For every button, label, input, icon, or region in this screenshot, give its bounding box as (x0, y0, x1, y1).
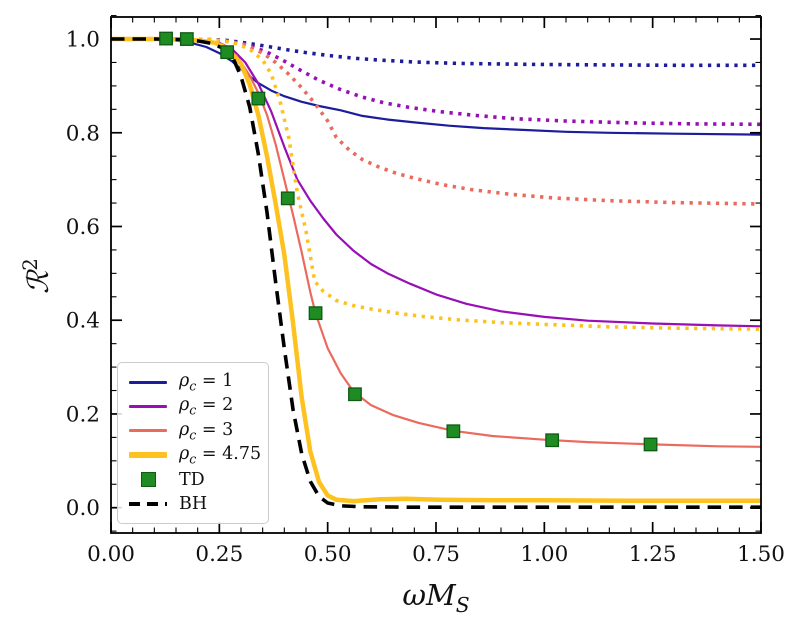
td-marker (545, 433, 560, 448)
x-tick-label: 1.25 (629, 542, 677, 567)
legend-swatch (127, 452, 169, 459)
line-swatch-icon (129, 380, 167, 384)
legend-item-rho-c3: ρc = 3 (127, 419, 259, 443)
legend-label: ρc = 1 (179, 370, 234, 394)
line-swatch-icon (129, 404, 167, 408)
x-tick-label: 0.50 (304, 542, 352, 567)
curve-rho_c_475_solid (111, 36, 761, 504)
legend-item-rho-c4.75: ρc = 4.75 (127, 443, 262, 467)
tick-labels: 0.00 0.25 0.50 0.75 1.00 1.25 1.50 0.0 0.2 0.4 0.6… (66, 28, 785, 567)
legend-swatch (127, 501, 169, 506)
square-swatch-icon (140, 472, 156, 488)
legend-label: BH (179, 493, 208, 514)
script-r-symbol: ℛ (20, 270, 55, 294)
td-marker (159, 31, 173, 46)
squared-superscript: 2 (19, 258, 43, 271)
dash-swatch-icon (129, 501, 167, 506)
legend-label: ρc = 4.75 (179, 443, 262, 467)
x-tick-label: 0.00 (87, 542, 135, 567)
x-axis-label: ωMS (402, 578, 469, 617)
td-marker (179, 32, 194, 46)
y-tick-label: 0.4 (66, 309, 100, 334)
y-tick-label: 0.6 (66, 215, 100, 240)
x-tick-label: 1.50 (737, 542, 785, 567)
line-swatch-icon (129, 429, 167, 433)
curve-rho_c_3_dotted (111, 37, 762, 206)
y-tick-label: 1.0 (66, 28, 100, 53)
legend-item-td: TD (127, 468, 259, 492)
y-tick-label: 0.0 (66, 496, 100, 521)
legend-swatch (127, 429, 169, 433)
td-marker (446, 424, 461, 439)
x-tick-label: 1.00 (520, 542, 568, 567)
legend-label: TD (179, 469, 205, 490)
td-marker (220, 45, 235, 60)
legend-swatch (127, 380, 169, 384)
curve-rho_c_1_solid (111, 37, 762, 136)
td-marker (643, 437, 658, 452)
y-tick-label: 0.2 (66, 402, 100, 427)
td-marker (251, 91, 266, 106)
line-swatch-icon (129, 452, 167, 459)
legend: ρc = 1 ρc = 2 ρc = 3 ρc = 4.75 TD BH (117, 362, 269, 524)
scatter-TD (159, 31, 658, 452)
legend-swatch (127, 404, 169, 408)
td-marker (348, 387, 362, 402)
y-tick-label: 0.8 (66, 121, 100, 146)
legend-item-rho-c1: ρc = 1 (127, 370, 259, 394)
mass-subscript: S (455, 592, 470, 617)
legend-label: ρc = 2 (179, 395, 234, 418)
x-tick-label: 0.75 (412, 542, 460, 567)
mass-symbol: M (426, 578, 456, 612)
td-marker (308, 306, 323, 321)
plot-spines (110, 16, 762, 534)
curve-BH (111, 37, 761, 510)
curve-rho_c_2_dotted (111, 37, 762, 127)
td-marker (280, 191, 295, 206)
legend-item-rho-c2: ρc = 2 (127, 394, 259, 418)
curve-rho_c_475_dotted (111, 37, 762, 331)
omega-symbol: ω (402, 578, 427, 612)
legend-label: ρc = 3 (179, 419, 234, 443)
legend-swatch (127, 472, 169, 488)
x-tick-label: 0.25 (195, 542, 243, 567)
y-axis-label: ℛ2 (19, 258, 55, 294)
plot-curves (111, 36, 762, 510)
legend-item-bh: BH (127, 492, 259, 516)
